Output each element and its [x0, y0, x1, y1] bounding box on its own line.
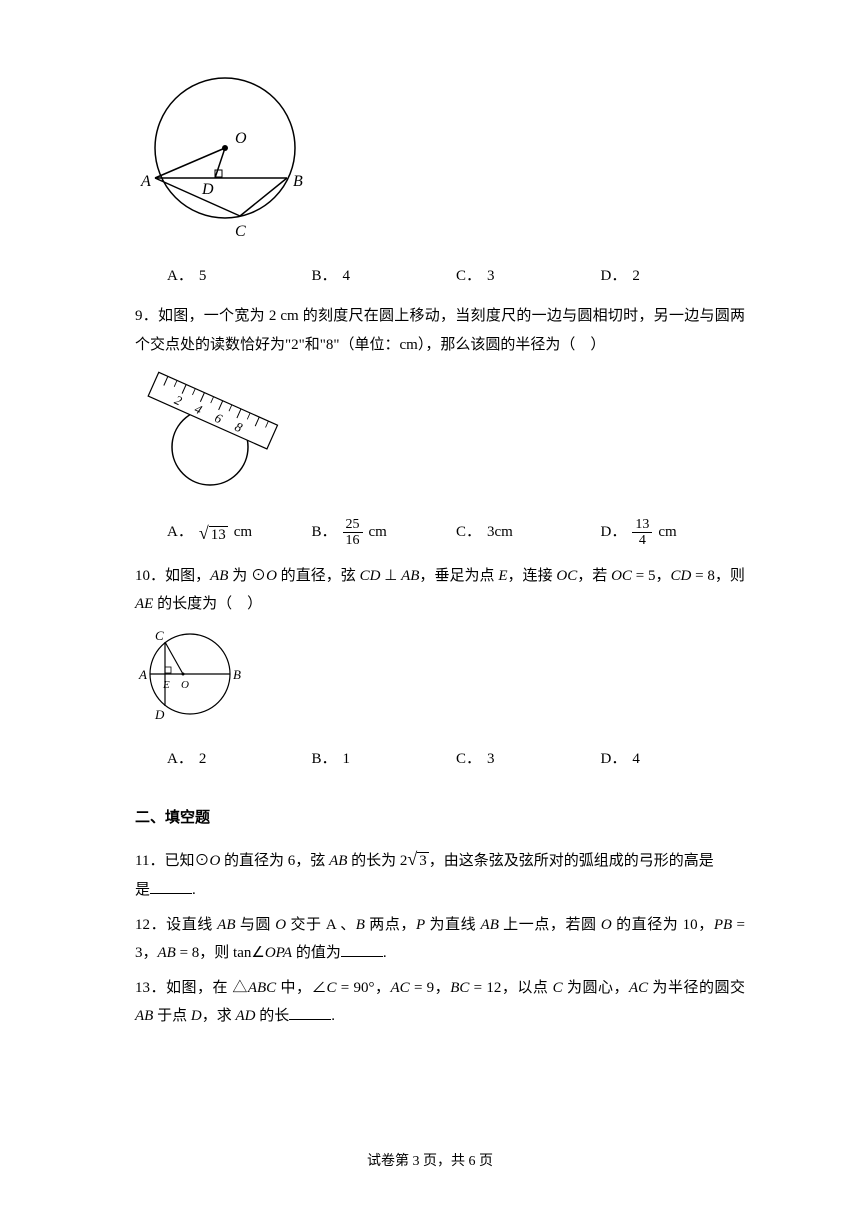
- option-value: 4: [343, 262, 351, 291]
- q10-option-d: D． 4: [601, 745, 746, 774]
- fraction: 2516: [343, 517, 363, 549]
- fill-blank[interactable]: [341, 942, 383, 957]
- circle-chord-icon: A B C D E O: [135, 627, 250, 727]
- q9-option-c: C． 3cm: [456, 516, 601, 550]
- option-label: D．: [601, 745, 627, 774]
- option-label: A．: [167, 745, 193, 774]
- svg-text:E: E: [162, 679, 170, 691]
- q9-options: A． √13cm B． 2516cm C． 3cm D． 134cm: [167, 516, 745, 550]
- option-value: 2: [632, 262, 640, 291]
- sqrt-expr: √13: [199, 516, 228, 550]
- option-label: D．: [601, 518, 627, 547]
- q9-option-d: D． 134cm: [601, 516, 746, 550]
- q10-option-a: A． 2: [167, 745, 312, 774]
- option-label: C．: [456, 262, 481, 291]
- option-value: 3: [487, 262, 495, 291]
- option-label: D．: [601, 262, 627, 291]
- svg-text:B: B: [293, 173, 303, 190]
- option-label: C．: [456, 518, 481, 547]
- q8-options: A． 5 B． 4 C． 3 D． 2: [167, 262, 745, 291]
- svg-text:C: C: [235, 223, 246, 240]
- q9-option-a: A． √13cm: [167, 516, 312, 550]
- q9-option-b: B． 2516cm: [312, 516, 457, 550]
- q9-figure: 2 4 6 8: [135, 367, 745, 508]
- option-label: A．: [167, 262, 193, 291]
- q10-option-c: C． 3: [456, 745, 601, 774]
- q8-option-d: D． 2: [601, 262, 746, 291]
- svg-text:D: D: [201, 181, 214, 198]
- q8-option-c: C． 3: [456, 262, 601, 291]
- ruler-circle-icon: 2 4 6 8: [135, 367, 295, 497]
- option-value: 2: [199, 745, 207, 774]
- q13-text: 13．如图，在 △ABC 中，∠C = 90°，AC = 9，BC = 12，以…: [135, 974, 745, 1031]
- q10-options: A． 2 B． 1 C． 3 D． 4: [167, 745, 745, 774]
- q12-text: 12．设直线 AB 与圆 O 交于 A 、B 两点，P 为直线 AB 上一点，若…: [135, 911, 745, 968]
- circle-diagram-icon: O A B D C: [135, 58, 315, 243]
- q8-option-b: B． 4: [312, 262, 457, 291]
- fill-blank[interactable]: [150, 879, 192, 894]
- q10-figure: A B C D E O: [135, 627, 745, 738]
- option-value: 5: [199, 262, 207, 291]
- option-label: C．: [456, 745, 481, 774]
- option-label: A．: [167, 518, 193, 547]
- option-value: 3cm: [487, 518, 513, 547]
- svg-text:C: C: [155, 628, 164, 643]
- page-footer: 试卷第 3 页，共 6 页: [0, 1149, 860, 1176]
- fraction: 134: [632, 517, 652, 549]
- q9-text: 9．如图，一个宽为 2 cm 的刻度尺在圆上移动，当刻度尺的一边与圆相切时，另一…: [135, 302, 745, 359]
- q8-option-a: A． 5: [167, 262, 312, 291]
- svg-text:B: B: [233, 667, 241, 682]
- q10-text: 10．如图，AB 为 ⊙O 的直径，弦 CD ⊥ AB，垂足为点 E，连接 OC…: [135, 562, 745, 619]
- q11-text: 11．已知⊙O 的直径为 6，弦 AB 的长为 2√3，由这条弦及弦所对的弧组成…: [135, 842, 745, 905]
- option-value: 4: [632, 745, 640, 774]
- q8-figure: O A B D C: [135, 58, 745, 254]
- svg-text:O: O: [181, 679, 189, 691]
- option-value: 1: [343, 745, 351, 774]
- svg-text:O: O: [235, 130, 247, 147]
- option-label: B．: [312, 745, 337, 774]
- option-label: B．: [312, 518, 337, 547]
- svg-text:D: D: [154, 707, 165, 722]
- option-value: 3: [487, 745, 495, 774]
- section-2-title: 二、填空题: [135, 804, 745, 833]
- sqrt-expr: √3: [407, 842, 428, 876]
- svg-text:A: A: [140, 173, 151, 190]
- svg-text:A: A: [138, 667, 147, 682]
- fill-blank[interactable]: [289, 1005, 331, 1020]
- q10-option-b: B． 1: [312, 745, 457, 774]
- option-label: B．: [312, 262, 337, 291]
